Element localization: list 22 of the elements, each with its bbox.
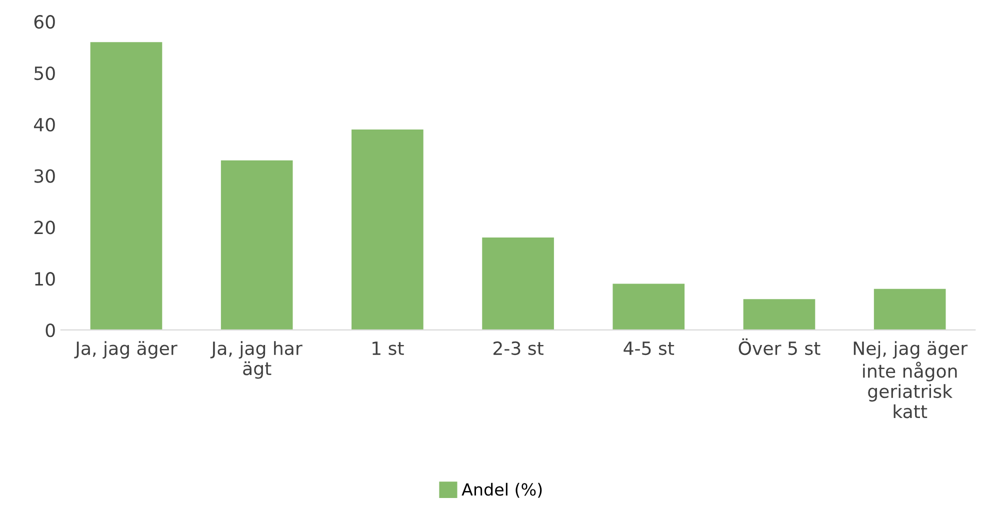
y-tick-label: 20: [34, 220, 55, 234]
y-tick-label: 50: [34, 66, 55, 80]
bar: [482, 237, 554, 330]
y-tick-label: 30: [34, 169, 55, 183]
x-tick-label: Nej, jag äger inte någon geriatrisk katt: [854, 341, 968, 418]
x-tick-label: 4-5 st: [624, 342, 674, 356]
y-tick-label: 40: [34, 118, 55, 132]
y-tick-label: 60: [34, 15, 55, 29]
bar: [743, 299, 816, 330]
bar: [352, 130, 424, 330]
bar: [90, 42, 162, 330]
bar: [874, 288, 946, 330]
bar: [220, 160, 293, 330]
x-tick-label: 2-3 st: [494, 341, 544, 356]
x-tick-label: Över 5 st: [738, 338, 820, 356]
y-tick-label: 0: [46, 323, 55, 338]
x-tick-label: 1 st: [372, 342, 404, 356]
x-tick-label: Ja, jag har ägt: [210, 341, 302, 379]
x-tick-label: Ja, jag äger: [74, 341, 178, 359]
legend-label: Andel (%): [462, 482, 542, 498]
bar: [612, 284, 685, 330]
y-tick-label: 10: [35, 272, 55, 286]
